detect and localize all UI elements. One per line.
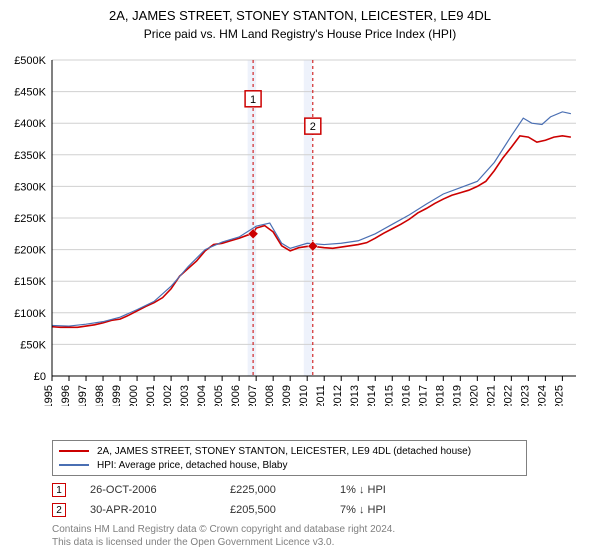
tx-price: £205,500 [230,504,340,516]
tx-num-box: 2 [52,503,66,517]
svg-text:2020: 2020 [468,385,480,406]
svg-text:£150K: £150K [14,276,46,288]
transaction-table: 1 26-OCT-2006£225,0001% ↓ HPI 2 30-APR-2010… [52,480,440,520]
svg-text:2019: 2019 [451,385,463,406]
svg-text:2000: 2000 [128,385,140,406]
title-sub: Price paid vs. HM Land Registry's House … [0,27,600,41]
svg-text:£100K: £100K [14,308,46,320]
svg-text:2017: 2017 [417,385,429,406]
legend-row-1: HPI: Average price, detached house, Blab… [59,458,520,472]
svg-text:£50K: £50K [20,339,46,351]
svg-text:2008: 2008 [264,385,276,406]
svg-text:£0: £0 [34,371,46,383]
svg-text:£200K: £200K [14,245,46,257]
svg-text:1999: 1999 [111,385,123,406]
svg-text:1995: 1995 [43,385,55,406]
tx-delta: 1% ↓ HPI [340,484,440,496]
svg-text:2010: 2010 [298,385,310,406]
svg-text:£250K: £250K [14,213,46,225]
svg-text:2014: 2014 [366,385,378,406]
svg-text:1998: 1998 [94,385,106,406]
svg-text:2004: 2004 [196,385,208,406]
svg-text:2009: 2009 [281,385,293,406]
svg-text:2002: 2002 [162,385,174,406]
legend-label: 2A, JAMES STREET, STONEY STANTON, LEICES… [97,446,471,457]
svg-text:2025: 2025 [553,385,565,406]
svg-text:£300K: £300K [14,181,46,193]
svg-text:2021: 2021 [485,385,497,406]
svg-text:2006: 2006 [230,385,242,406]
tx-marker-label-1: 1 [250,94,256,106]
svg-text:1997: 1997 [77,385,89,406]
legend-swatch [59,464,89,466]
legend: 2A, JAMES STREET, STONEY STANTON, LEICES… [52,440,527,476]
svg-text:2001: 2001 [145,385,157,406]
svg-text:2015: 2015 [383,385,395,406]
svg-text:2007: 2007 [247,385,259,406]
svg-text:2024: 2024 [536,385,548,406]
svg-text:£350K: £350K [14,150,46,162]
tx-row-2: 2 30-APR-2010£205,5007% ↓ HPI [52,500,440,520]
tx-marker-label-2: 2 [310,121,316,133]
svg-text:£500K: £500K [14,56,46,67]
tx-delta: 7% ↓ HPI [340,504,440,516]
svg-text:£450K: £450K [14,87,46,99]
svg-text:2003: 2003 [179,385,191,406]
svg-text:2011: 2011 [315,385,327,406]
tx-row-1: 1 26-OCT-2006£225,0001% ↓ HPI [52,480,440,500]
tx-date: 30-APR-2010 [90,504,230,516]
footer-line-1: Contains HM Land Registry data © Crown c… [52,524,395,537]
tx-date: 26-OCT-2006 [90,484,230,496]
svg-text:2005: 2005 [213,385,225,406]
svg-text:2012: 2012 [332,385,344,406]
svg-text:2022: 2022 [502,385,514,406]
tx-price: £225,000 [230,484,340,496]
svg-text:2013: 2013 [349,385,361,406]
price-chart: £0£50K£100K£150K£200K£250K£300K£350K£400… [52,56,582,406]
svg-text:2016: 2016 [400,385,412,406]
svg-text:1996: 1996 [60,385,72,406]
svg-text:2023: 2023 [519,385,531,406]
legend-label: HPI: Average price, detached house, Blab… [97,460,288,471]
legend-row-0: 2A, JAMES STREET, STONEY STANTON, LEICES… [59,444,520,458]
legend-swatch [59,450,89,452]
title-main: 2A, JAMES STREET, STONEY STANTON, LEICES… [0,8,600,23]
footer-line-2: This data is licensed under the Open Gov… [52,537,395,550]
tx-num-box: 1 [52,483,66,497]
footer-attribution: Contains HM Land Registry data © Crown c… [52,524,395,549]
svg-text:£400K: £400K [14,118,46,130]
svg-text:2018: 2018 [434,385,446,406]
